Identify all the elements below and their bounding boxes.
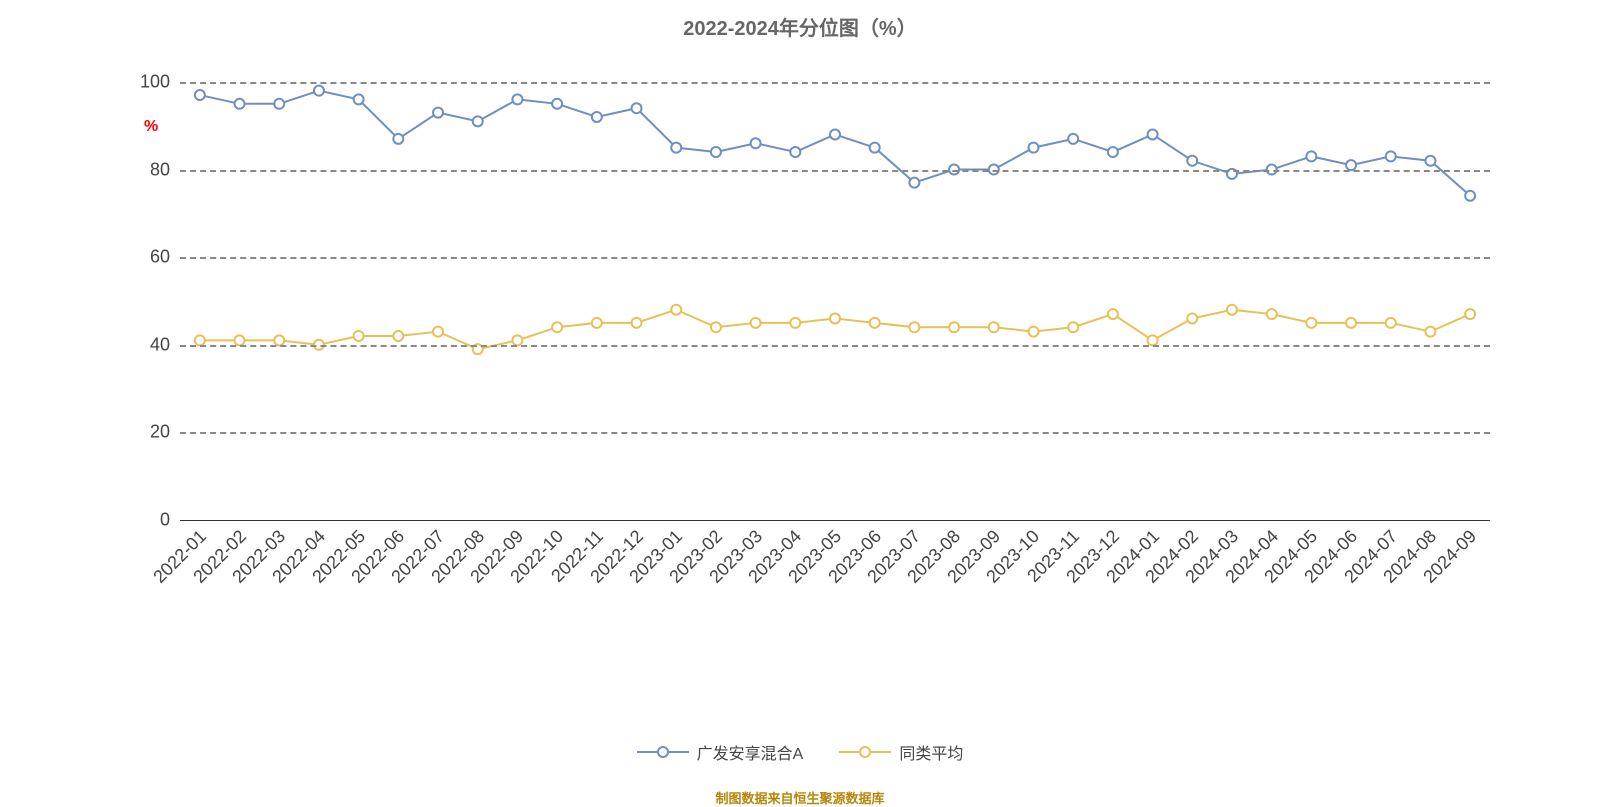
series-marker [1028,143,1038,153]
series-marker [1148,129,1158,139]
series-marker [393,134,403,144]
chart-lines-svg [180,60,1490,520]
series-marker [1267,309,1277,319]
series-marker [1425,156,1435,166]
series-marker [870,143,880,153]
x-axis-baseline [180,520,1490,521]
series-marker [790,318,800,328]
legend-label: 同类平均 [899,740,963,764]
series-marker [830,313,840,323]
series-marker [1465,309,1475,319]
legend-label: 广发安享混合A [697,740,804,764]
series-marker [909,178,919,188]
series-marker [1425,327,1435,337]
chart-title: 2022-2024年分位图（%） [0,12,1600,41]
series-marker [1187,313,1197,323]
series-line [200,91,1470,196]
grid-line [180,170,1490,172]
grid-line [180,432,1490,434]
series-marker [1386,151,1396,161]
series-marker [1306,151,1316,161]
series-marker [354,94,364,104]
series-marker [1108,147,1118,157]
series-marker [552,322,562,332]
series-marker [1108,309,1118,319]
legend-item[interactable]: 同类平均 [839,740,963,764]
percentile-chart: 2022-2024年分位图（%） % 0204060801002022-0120… [0,0,1600,800]
series-marker [354,331,364,341]
series-marker [1187,156,1197,166]
series-marker [909,322,919,332]
series-marker [552,99,562,109]
series-marker [433,327,443,337]
series-marker [751,138,761,148]
series-marker [195,90,205,100]
grid-line [180,257,1490,259]
series-marker [1068,322,1078,332]
series-marker [1068,134,1078,144]
chart-legend: 广发安享混合A 同类平均 [0,740,1600,764]
series-marker [632,103,642,113]
series-marker [711,147,721,157]
series-marker [1028,327,1038,337]
series-marker [870,318,880,328]
series-marker [830,129,840,139]
series-marker [433,108,443,118]
series-marker [512,94,522,104]
series-marker [671,305,681,315]
series-marker [949,322,959,332]
legend-swatch [839,746,891,758]
data-source-footer: 制图数据来自恒生聚源数据库 [0,788,1600,807]
y-tick-label: 0 [160,510,170,531]
series-marker [1227,305,1237,315]
y-tick-label: 40 [150,334,170,355]
series-marker [790,147,800,157]
series-marker [1346,318,1356,328]
series-marker [473,116,483,126]
grid-line [180,82,1490,84]
series-marker [1386,318,1396,328]
plot-area: 0204060801002022-012022-022022-032022-04… [180,60,1490,520]
y-tick-label: 80 [150,159,170,180]
series-marker [1306,318,1316,328]
y-axis-unit: % [144,118,158,136]
series-marker [671,143,681,153]
series-marker [751,318,761,328]
series-marker [989,322,999,332]
legend-item[interactable]: 广发安享混合A [637,740,804,764]
legend-swatch [637,746,689,758]
series-marker [592,318,602,328]
y-tick-label: 60 [150,247,170,268]
series-marker [711,322,721,332]
series-marker [1465,191,1475,201]
series-marker [632,318,642,328]
series-marker [314,86,324,96]
series-marker [393,331,403,341]
y-tick-label: 100 [140,71,170,92]
series-marker [235,99,245,109]
series-marker [274,99,284,109]
y-tick-label: 20 [150,422,170,443]
series-marker [592,112,602,122]
grid-line [180,345,1490,347]
